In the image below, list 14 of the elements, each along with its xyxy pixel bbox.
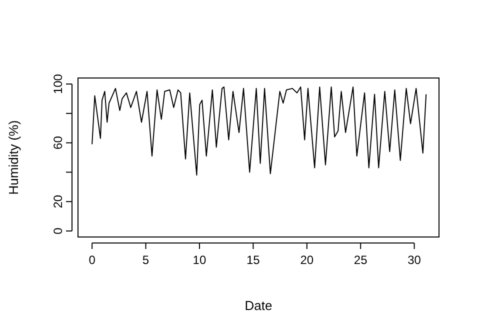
y-tick-label: 20 <box>51 194 65 208</box>
y-tick-label: 0 <box>51 227 65 234</box>
x-tick-label: 5 <box>142 253 150 267</box>
y-axis-title: Humidity (%) <box>6 120 21 195</box>
line-series <box>92 86 427 176</box>
x-tick-label: 20 <box>300 253 314 267</box>
x-axis-title: Date <box>244 298 272 313</box>
x-tick-label: 30 <box>408 253 422 267</box>
x-tick-label: 0 <box>88 253 96 267</box>
x-tick-label: 10 <box>192 253 206 267</box>
x-tick-label: 15 <box>246 253 260 267</box>
x-tick-label: 25 <box>354 253 368 267</box>
y-tick-label: 100 <box>51 74 65 94</box>
y-tick-label: 60 <box>51 136 65 150</box>
